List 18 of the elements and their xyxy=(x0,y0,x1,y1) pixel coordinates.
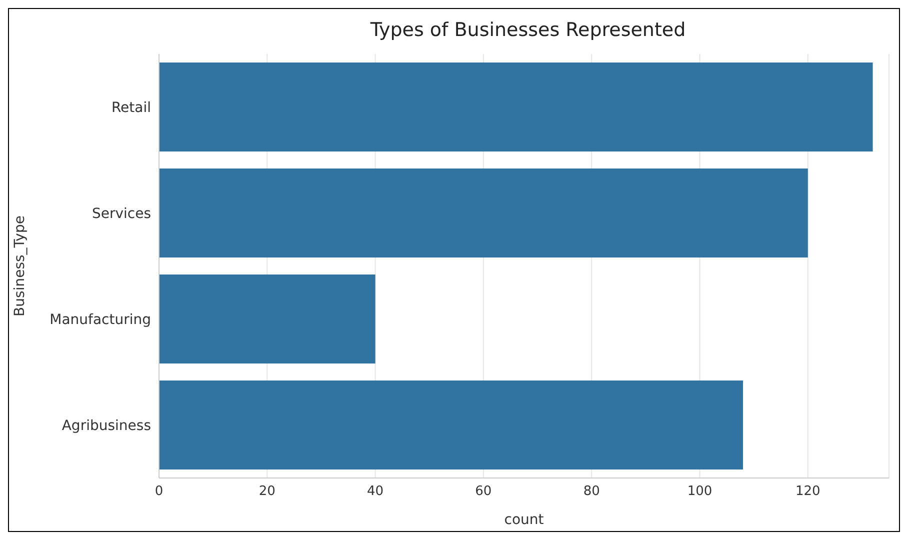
y-tick-label: Manufacturing xyxy=(50,312,151,328)
bar xyxy=(159,274,376,364)
bar xyxy=(159,380,743,470)
x-tick-label: 0 xyxy=(154,484,164,500)
x-tick-label: 60 xyxy=(475,484,492,500)
x-tick-label: 20 xyxy=(258,484,276,500)
y-tick-label: Agribusiness xyxy=(62,418,151,434)
chart-title: Types of Businesses Represented xyxy=(369,19,687,41)
y-tick-label: Retail xyxy=(111,100,151,116)
bar xyxy=(159,62,873,152)
x-tick-label: 80 xyxy=(583,484,600,500)
x-axis-title: count xyxy=(504,512,544,528)
x-tick-label: 120 xyxy=(795,484,820,500)
x-tick-label: 100 xyxy=(687,484,712,500)
y-axis-title: Business_Type xyxy=(12,216,28,316)
x-tick-label: 40 xyxy=(367,484,384,500)
bar xyxy=(159,168,808,258)
y-tick-label: Services xyxy=(92,206,151,222)
